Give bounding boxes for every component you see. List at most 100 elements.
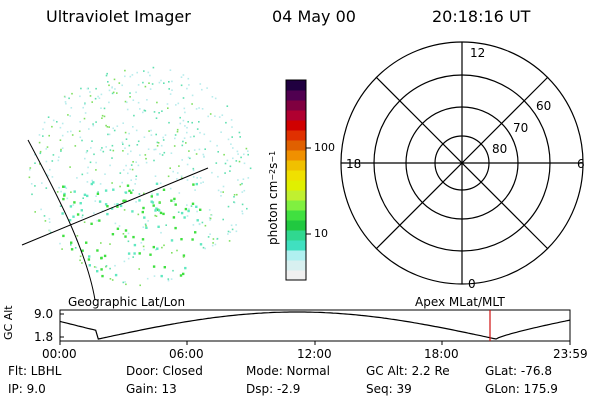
emission-pixel — [243, 162, 246, 165]
emission-pixel — [182, 97, 185, 99]
emission-pixel — [133, 252, 136, 255]
emission-pixel — [48, 229, 51, 232]
emission-pixel — [108, 89, 111, 92]
emission-pixel — [113, 129, 116, 132]
emission-pixel — [127, 252, 131, 255]
emission-pixel — [60, 150, 62, 152]
emission-pixel — [208, 217, 211, 219]
emission-pixel — [189, 157, 191, 160]
emission-pixel — [199, 177, 202, 179]
emission-pixel — [183, 137, 186, 139]
emission-pixel — [86, 181, 89, 183]
altitude-curve — [59, 311, 571, 340]
emission-pixel — [170, 152, 173, 154]
emission-pixel — [217, 175, 219, 178]
emission-pixel — [151, 193, 153, 195]
emission-pixel — [167, 278, 170, 280]
emission-pixel — [182, 254, 186, 257]
emission-pixel — [241, 210, 243, 213]
emission-pixel — [143, 109, 146, 112]
info-gcalt: GC Alt: 2.2 Re — [366, 364, 450, 378]
emission-pixel — [203, 133, 206, 136]
emission-pixel — [106, 212, 109, 216]
emission-pixel — [188, 150, 190, 152]
emission-pixel — [93, 212, 95, 214]
emission-pixel — [145, 224, 147, 227]
emission-pixel — [155, 207, 158, 210]
emission-pixel — [95, 121, 97, 123]
emission-pixel — [87, 166, 89, 169]
emission-pixel — [212, 242, 214, 244]
color-bar-segment — [286, 90, 306, 101]
emission-pixel — [169, 69, 172, 71]
emission-pixel — [74, 145, 77, 147]
altitude-frame — [59, 309, 571, 342]
emission-pixel — [102, 150, 105, 153]
emission-pixel — [160, 144, 163, 147]
emission-pixel — [239, 183, 242, 186]
emission-pixel — [107, 133, 109, 136]
emission-pixel — [130, 191, 133, 194]
emission-pixel — [218, 116, 221, 118]
emission-pixel — [59, 205, 62, 207]
color-bar-segment — [286, 270, 306, 281]
emission-pixel — [211, 244, 214, 247]
emission-pixel — [170, 239, 174, 242]
color-bar-units: photon cm −2 s −1 — [266, 135, 280, 245]
emission-pixel — [144, 110, 147, 112]
emission-pixel — [190, 205, 193, 207]
emission-pixel — [163, 266, 166, 269]
color-bar-segment — [286, 110, 306, 121]
emission-pixel — [226, 159, 229, 162]
units-exp1: −2 — [268, 168, 277, 181]
emission-pixel — [72, 215, 75, 218]
emission-pixel — [245, 147, 248, 150]
emission-pixel — [174, 134, 177, 136]
emission-pixel — [106, 126, 109, 128]
emission-pixel — [63, 192, 66, 196]
altitude-low-label: 1.8 — [34, 330, 54, 344]
emission-pixel — [97, 95, 99, 98]
emission-pixel — [39, 150, 42, 153]
emission-pixel — [42, 128, 44, 130]
emission-pixel — [105, 124, 107, 127]
emission-pixel — [169, 187, 172, 190]
emission-pixel — [172, 269, 174, 272]
emission-pixel — [46, 173, 48, 176]
emission-pixel — [233, 201, 235, 203]
emission-pixel — [200, 182, 202, 184]
emission-pixel — [70, 248, 74, 251]
emission-pixel — [161, 110, 163, 112]
emission-pixel — [140, 242, 143, 244]
emission-pixel — [163, 82, 165, 84]
emission-pixel — [160, 79, 162, 82]
emission-pixel — [69, 166, 71, 168]
emission-pixel — [203, 156, 205, 158]
emission-pixel — [132, 126, 134, 128]
emission-pixel — [157, 142, 160, 144]
emission-pixel — [238, 160, 241, 163]
emission-pixel — [86, 172, 89, 174]
emission-pixel — [56, 121, 58, 123]
emission-pixel — [111, 182, 113, 184]
emission-pixel — [109, 278, 112, 280]
emission-pixel — [180, 175, 183, 178]
emission-pixel — [71, 134, 74, 136]
emission-pixel — [176, 172, 179, 174]
color-bar-segment — [286, 200, 306, 211]
emission-pixel — [155, 133, 157, 136]
emission-pixel — [59, 126, 62, 129]
color-bar-10-label: 10 — [314, 227, 328, 240]
emission-pixel — [89, 91, 91, 93]
emission-pixel — [165, 224, 167, 226]
instrument-title: Ultraviolet Imager — [46, 7, 191, 26]
info-seq: Seq: 39 — [366, 382, 412, 396]
emission-pixel — [174, 203, 177, 206]
emission-pixel — [78, 130, 81, 132]
emission-pixel — [119, 172, 122, 174]
emission-pixel — [126, 108, 129, 111]
emission-pixel — [247, 177, 250, 179]
emission-pixel — [43, 121, 46, 124]
emission-pixel — [62, 234, 65, 238]
emission-pixel — [167, 279, 170, 282]
